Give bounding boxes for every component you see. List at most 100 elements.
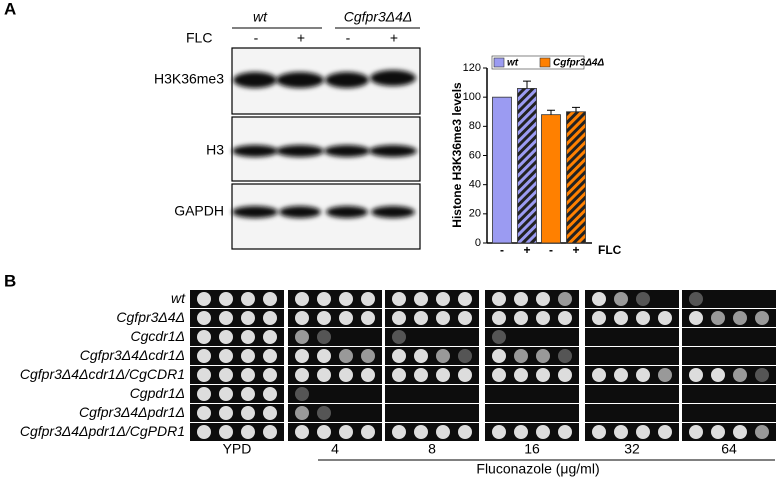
panel-label: B xyxy=(4,271,16,290)
plate xyxy=(682,366,776,384)
spot xyxy=(558,311,572,325)
band xyxy=(370,70,416,86)
plate xyxy=(190,366,284,384)
spot xyxy=(733,311,747,325)
spot xyxy=(219,330,233,344)
panel-label: A xyxy=(4,0,16,18)
plate xyxy=(385,347,479,365)
spot xyxy=(636,292,650,306)
band xyxy=(233,72,277,88)
plate xyxy=(585,347,679,365)
plate xyxy=(385,404,479,422)
plate xyxy=(385,385,479,403)
plate xyxy=(288,366,382,384)
error-bar xyxy=(547,109,555,115)
plate xyxy=(682,404,776,422)
column-label: YPD xyxy=(223,441,252,457)
strain-label: Cgfpr3Δ4Δ xyxy=(116,309,185,325)
plate xyxy=(682,385,776,403)
spot xyxy=(197,349,211,363)
legend-swatch xyxy=(493,57,505,68)
spot xyxy=(614,425,628,439)
spot xyxy=(263,330,277,344)
spot-assay: wt Cgfpr3Δ4Δ Cgcdr1Δ Cgfpr3Δ4Δcdr1Δ Cgfpr3Δ4… xyxy=(20,290,776,457)
spot xyxy=(492,425,506,439)
plate xyxy=(190,423,284,441)
spot xyxy=(558,368,572,382)
band xyxy=(232,206,278,218)
plate xyxy=(288,347,382,365)
spot xyxy=(241,406,255,420)
drug-label: Fluconazole (μg/ml) xyxy=(476,461,599,477)
spot xyxy=(436,425,450,439)
spot xyxy=(536,425,550,439)
spot xyxy=(339,292,353,306)
plate xyxy=(485,328,579,346)
y-tick-label: 120 xyxy=(463,62,481,74)
spot xyxy=(414,368,428,382)
lane-label: - xyxy=(346,30,351,46)
spot xyxy=(392,292,406,306)
y-tick-label: 80 xyxy=(469,120,481,132)
spot xyxy=(263,425,277,439)
band xyxy=(276,72,324,88)
spot xyxy=(689,425,703,439)
lane-label: + xyxy=(297,30,305,46)
spot xyxy=(536,311,550,325)
y-tick-label: 20 xyxy=(469,208,481,220)
spot xyxy=(317,425,331,439)
spot xyxy=(658,425,672,439)
spot xyxy=(592,425,606,439)
blot-label: H3 xyxy=(206,142,224,158)
spot xyxy=(689,311,703,325)
plate xyxy=(385,328,479,346)
spot xyxy=(614,368,628,382)
spot xyxy=(558,292,572,306)
lane-label: + xyxy=(390,30,398,46)
plate xyxy=(585,328,679,346)
spot xyxy=(263,349,277,363)
plate xyxy=(682,290,776,308)
plate xyxy=(485,309,579,327)
plate xyxy=(190,328,284,346)
spot xyxy=(733,368,747,382)
spot xyxy=(514,425,528,439)
genotype-label: wt xyxy=(253,9,268,25)
blot-label: H3K36me3 xyxy=(154,71,224,87)
spot xyxy=(295,387,309,401)
spot xyxy=(295,311,309,325)
spot xyxy=(514,311,528,325)
plate xyxy=(190,290,284,308)
strain-label: Cgpdr1Δ xyxy=(130,385,185,401)
spot xyxy=(295,406,309,420)
spot xyxy=(219,387,233,401)
plate xyxy=(682,309,776,327)
spot xyxy=(414,425,428,439)
spot xyxy=(414,311,428,325)
plate xyxy=(485,385,579,403)
spot xyxy=(492,368,506,382)
legend-label: Cgfpr3Δ4Δ xyxy=(553,58,604,69)
spot xyxy=(219,425,233,439)
spot xyxy=(241,368,255,382)
plate xyxy=(585,423,679,441)
spot xyxy=(219,368,233,382)
plate xyxy=(585,404,679,422)
spot xyxy=(317,330,331,344)
plate xyxy=(485,366,579,384)
spot xyxy=(492,349,506,363)
band xyxy=(232,145,278,157)
plate xyxy=(485,423,579,441)
blots: - + - + H3K36me3 H3 GAPDH xyxy=(154,30,421,250)
legend-label: wt xyxy=(507,58,519,69)
spot xyxy=(392,368,406,382)
x-tick-label: + xyxy=(572,243,579,257)
spot xyxy=(436,311,450,325)
spot xyxy=(614,311,628,325)
plate xyxy=(585,309,679,327)
spot xyxy=(339,368,353,382)
spot xyxy=(197,311,211,325)
spot xyxy=(295,330,309,344)
plate xyxy=(288,385,382,403)
